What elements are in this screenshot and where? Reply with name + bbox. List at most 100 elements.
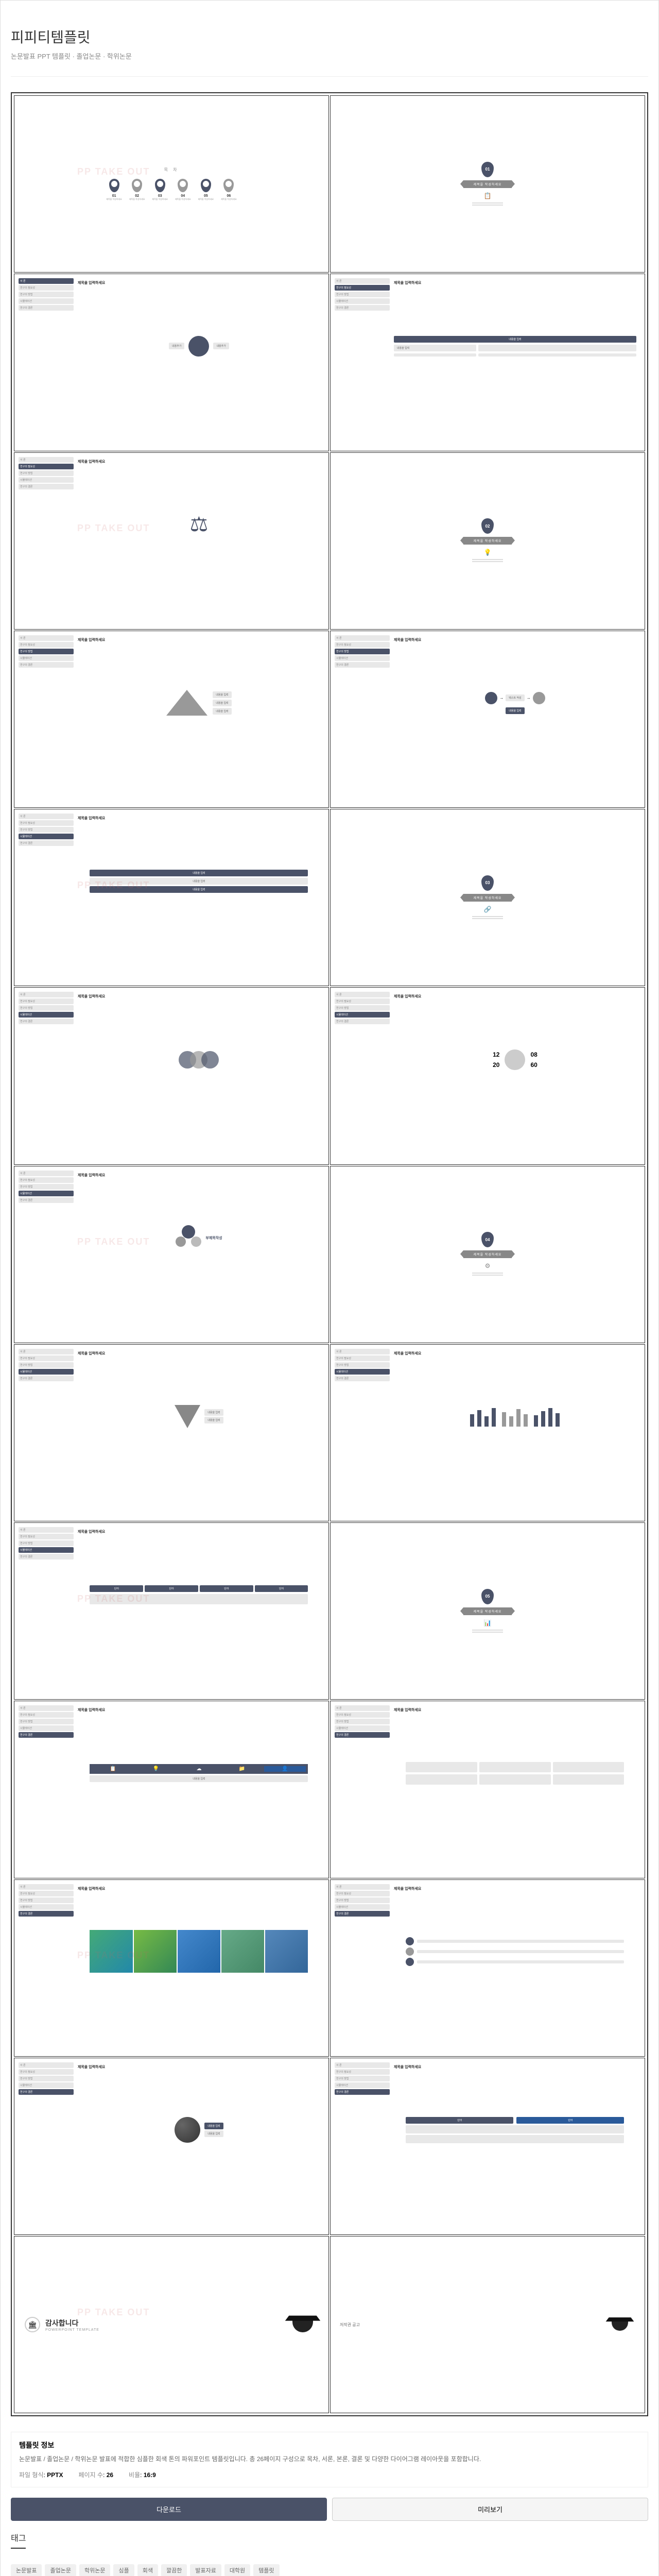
slide-tab: 시뮬레이션: [19, 655, 74, 661]
slide-title: 제목을 입력하세요: [394, 1707, 636, 1713]
slide-title: 제목을 입력하세요: [78, 1707, 320, 1713]
slide-title: 제목을 입력하세요: [394, 994, 636, 999]
slide-tab: 연구의 결론: [19, 2089, 74, 2095]
slide-tab: 시뮬레이션: [19, 1547, 74, 1553]
tag[interactable]: 깔끔한: [161, 2564, 187, 2576]
slide-tab: 연구의 방법: [335, 1362, 390, 1368]
graduation-cap-icon: [287, 2314, 318, 2335]
slide-tab: 연구의 결론: [19, 1019, 74, 1024]
tag[interactable]: 템플릿: [253, 2564, 279, 2576]
slide-divider-03: 03 제목을 작성하세요 🔗: [330, 809, 645, 986]
toc-item: 02제목을 작성하세요: [129, 179, 145, 201]
tag[interactable]: 졸업논문: [45, 2564, 76, 2576]
slide-tab: 서 론: [19, 278, 74, 284]
cycle-diagram-icon: 내용추가내용추가: [78, 289, 320, 403]
slide-tab: 연구의 방법: [335, 2076, 390, 2081]
slide-tab: 연구의 방법: [335, 1719, 390, 1724]
toc-item: 03제목을 작성하세요: [152, 179, 168, 201]
slide-tab: 시뮬레이션: [19, 1191, 74, 1196]
slide-tab: 연구의 결론: [335, 2089, 390, 2095]
slide-title: 제목을 입력하세요: [78, 2064, 320, 2070]
slide-title: 제목을 입력하세요: [78, 1173, 320, 1178]
download-button[interactable]: 다운로드: [11, 2498, 327, 2521]
thanks-sub: POWERPOINT TEMPLATE: [45, 2328, 99, 2332]
slide-tab: 연구의 방법: [335, 649, 390, 654]
slide-tab: 서 론: [19, 635, 74, 641]
tag[interactable]: 발표자료: [190, 2564, 221, 2576]
toc-item: 01제목을 작성하세요: [106, 179, 122, 201]
slide-tab: 연구의 필요성: [19, 1355, 74, 1361]
slide-tab: 연구의 필요성: [335, 1891, 390, 1896]
watermark: PP TAKE OUT: [77, 2307, 150, 2318]
slide-tab: 서 론: [19, 1884, 74, 1890]
slide-tab: 연구의 결론: [335, 1732, 390, 1738]
slide-tab: 연구의 결론: [335, 662, 390, 668]
slide-tab: 연구의 결론: [19, 1197, 74, 1203]
divider-badge: 05: [481, 1589, 494, 1604]
stats-diagram-icon: 1220 0860: [394, 1002, 636, 1117]
site-subtitle: 논문발표 PPT 템플릿 · 졸업논문 · 학위논문: [11, 51, 648, 61]
slide-title: 제목을 입력하세요: [78, 459, 320, 464]
slide-tab: 연구의 결론: [19, 1376, 74, 1381]
gear-icon: ⚙: [485, 1262, 491, 1269]
slide-tab: 연구의 결론: [19, 305, 74, 311]
slide-tab: 연구의 방법: [19, 1005, 74, 1011]
slide-title: 제목을 입력하세요: [78, 280, 320, 285]
slide-content: 서 론 연구의 필요성 연구의 방법 시뮬레이션 연구의 결론 제목을 입력하세…: [14, 631, 329, 808]
info-desc: 논문발표 / 졸업논문 / 학위논문 발표에 적합한 심플한 회색 톤의 파워포…: [19, 2454, 640, 2464]
bar-chart-icon: [394, 1359, 636, 1474]
slide-title: 제목을 입력하세요: [78, 1529, 320, 1534]
slide-tab: 시뮬레이션: [19, 2082, 74, 2088]
slide-tab: 시뮬레이션: [19, 834, 74, 839]
preview-button[interactable]: 미리보기: [332, 2498, 648, 2521]
tag[interactable]: 회색: [137, 2564, 158, 2576]
slide-title: 제목을 입력하세요: [394, 280, 636, 285]
slide-tab: 연구의 필요성: [19, 1177, 74, 1183]
funnel-diagram-icon: 내용을 입력내용을 입력: [78, 1359, 320, 1474]
slide-tab: 시뮬레이션: [335, 655, 390, 661]
slide-tab: 연구의 필요성: [19, 642, 74, 648]
process-diagram-icon: →텍스트 작성→ 내용을 입력: [394, 646, 636, 760]
globe-icon: [175, 2117, 200, 2143]
slide-tab: 서 론: [19, 814, 74, 819]
slide-tab: 연구의 결론: [335, 1019, 390, 1024]
slide-tab: 연구의 방법: [335, 1897, 390, 1903]
tag[interactable]: 학위논문: [79, 2564, 110, 2576]
slide-tab: 시뮬레이션: [19, 298, 74, 304]
slide-tab: 시뮬레이션: [335, 1725, 390, 1731]
slide-title: 제목을 입력하세요: [394, 1351, 636, 1356]
slide-tab: 연구의 필요성: [19, 820, 74, 826]
slide-content: PP TAKE OUT 서 론 연구의 필요성 연구의 방법 시뮬레이션 연구의…: [14, 809, 329, 986]
slide-title: 제목을 입력하세요: [78, 637, 320, 642]
slide-tab: 연구의 방법: [19, 827, 74, 833]
tag[interactable]: 논문발표: [11, 2564, 42, 2576]
slide-toc: PP TAKE OUT 목 차 01제목을 작성하세요 02제목을 작성하세요 …: [14, 95, 329, 273]
slide-content: 서 론 연구의 필요성 연구의 방법 시뮬레이션 연구의 결론 제목을 입력하세…: [330, 274, 645, 451]
toc-label: 목 차: [164, 167, 179, 173]
slide-tab: 연구의 결론: [335, 305, 390, 311]
slide-tab: 연구의 필요성: [19, 1891, 74, 1896]
slide-tab: 연구의 방법: [19, 292, 74, 297]
slide-tab: 연구의 결론: [335, 1911, 390, 1917]
slide-tab: 연구의 방법: [19, 649, 74, 654]
graduation-cap-icon: [608, 2316, 632, 2333]
slide-tab: 서 론: [335, 278, 390, 284]
divider-ribbon: 제목을 작성하세요: [463, 537, 512, 545]
template-preview-grid: PP TAKE OUT 목 차 01제목을 작성하세요 02제목을 작성하세요 …: [11, 92, 648, 2416]
slide-tab: 연구의 결론: [19, 1732, 74, 1738]
slide-tab: 연구의 필요성: [19, 1712, 74, 1718]
slide-title: 제목을 입력하세요: [394, 1886, 636, 1891]
comparison-diagram-icon: 단어단어: [394, 2073, 636, 2188]
slide-content: 서 론 연구의 필요성 연구의 방법 시뮬레이션 연구의 결론 제목을 입력하세…: [330, 631, 645, 808]
tag[interactable]: 대학원: [224, 2564, 250, 2576]
divider-ribbon: 제목을 작성하세요: [463, 180, 512, 188]
slide-tab: 서 론: [335, 1349, 390, 1354]
slide-tab: 시뮬레이션: [335, 298, 390, 304]
slide-tab: 서 론: [19, 992, 74, 997]
slide-tab: 연구의 필요성: [335, 998, 390, 1004]
tag[interactable]: 심플: [113, 2564, 134, 2576]
slide-content: 서 론 연구의 필요성 연구의 방법 시뮬레이션 연구의 결론 제목을 입력하세…: [330, 987, 645, 1164]
slide-tab: 연구의 결론: [335, 1376, 390, 1381]
slide-tab: 시뮬레이션: [335, 1012, 390, 1018]
slide-tab: 연구의 방법: [19, 1897, 74, 1903]
